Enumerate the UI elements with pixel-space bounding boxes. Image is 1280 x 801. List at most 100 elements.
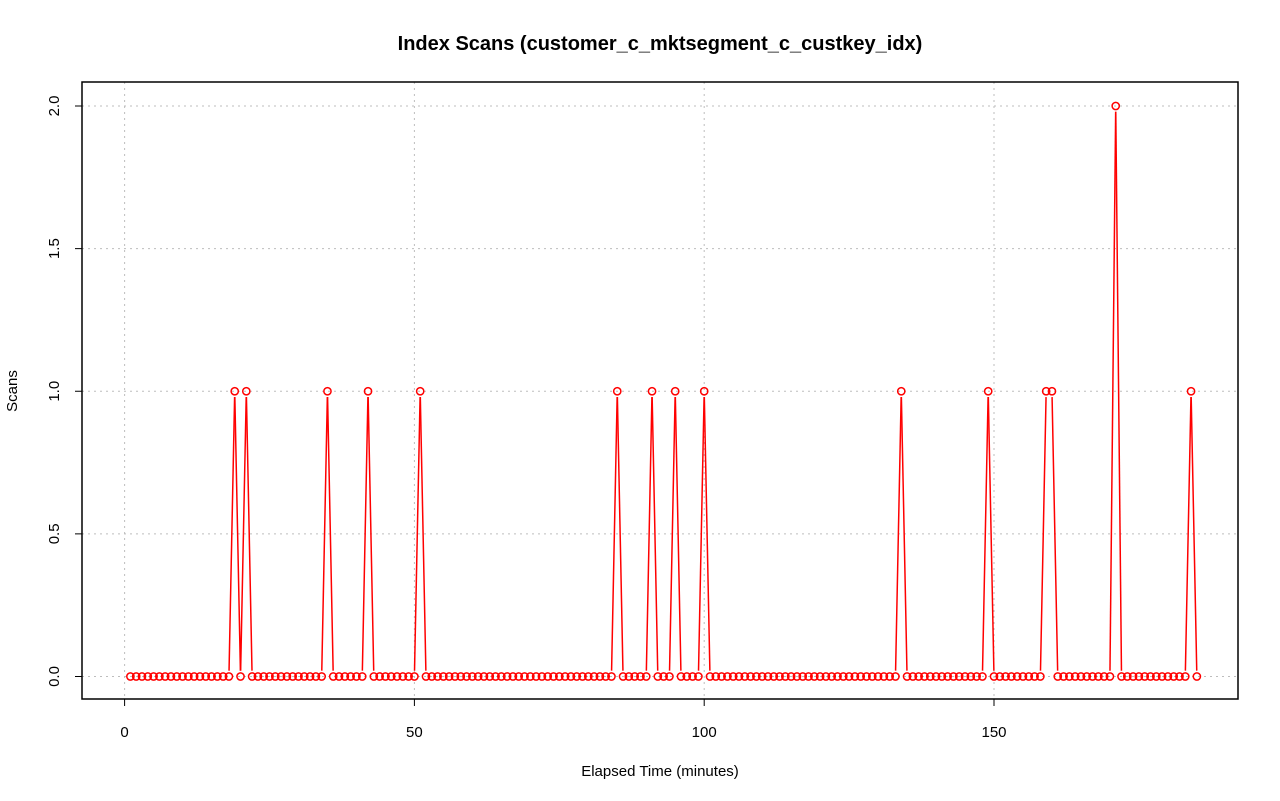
data-point xyxy=(931,672,941,681)
data-point xyxy=(450,672,460,681)
data-point xyxy=(531,672,541,681)
data-point xyxy=(972,672,981,681)
data-point xyxy=(983,386,993,396)
data-point xyxy=(589,672,599,681)
data-point xyxy=(757,672,767,681)
data-point xyxy=(786,672,796,681)
data-point xyxy=(954,672,964,681)
data-point xyxy=(717,672,726,681)
data-point xyxy=(1012,672,1022,681)
data-point xyxy=(612,386,622,396)
y-axis-label: Scans xyxy=(4,370,21,412)
data-point xyxy=(236,672,245,681)
data-point xyxy=(578,672,587,681)
data-point xyxy=(502,672,512,681)
x-axis-label: Elapsed Time (minutes) xyxy=(581,763,739,780)
data-point xyxy=(1076,672,1086,681)
data-point xyxy=(508,672,518,681)
data-point xyxy=(1111,101,1121,111)
data-point xyxy=(665,672,674,681)
data-point xyxy=(276,672,286,681)
data-point xyxy=(867,672,877,681)
data-point xyxy=(885,672,895,681)
data-point xyxy=(473,672,483,681)
data-point xyxy=(131,672,141,681)
data-point xyxy=(850,672,860,681)
data-point xyxy=(676,672,686,681)
data-point xyxy=(299,672,309,681)
data-point xyxy=(694,672,703,681)
data-point xyxy=(224,672,234,681)
data-point xyxy=(288,672,298,681)
data-point xyxy=(1059,672,1068,681)
series-line-segment xyxy=(674,397,682,671)
data-point xyxy=(763,672,773,681)
data-point xyxy=(925,672,935,681)
data-point xyxy=(1007,672,1016,681)
data-point xyxy=(178,672,187,681)
series-line-segment xyxy=(239,397,247,671)
data-point xyxy=(195,672,205,681)
data-point xyxy=(1070,672,1080,681)
data-point xyxy=(734,672,744,681)
data-point xyxy=(641,672,651,681)
data-point xyxy=(949,672,958,681)
data-point xyxy=(1117,672,1126,681)
data-point xyxy=(636,672,645,681)
data-point xyxy=(363,386,373,396)
data-point xyxy=(520,672,529,681)
data-point xyxy=(282,672,292,681)
series-line-segment xyxy=(894,397,902,671)
data-point xyxy=(723,672,732,681)
data-point xyxy=(995,672,1005,681)
series-line-segment xyxy=(361,397,369,671)
data-point xyxy=(549,672,558,681)
data-point xyxy=(705,672,715,681)
data-point xyxy=(525,672,535,681)
data-point xyxy=(369,672,379,681)
data-point xyxy=(184,672,193,681)
data-point xyxy=(491,672,500,681)
grid xyxy=(82,82,1238,699)
data-point xyxy=(647,386,657,396)
series-line-segment xyxy=(321,397,329,671)
data-point xyxy=(415,386,425,396)
data-point xyxy=(688,672,697,681)
data-point xyxy=(1053,672,1063,681)
data-point xyxy=(699,386,709,396)
data-point xyxy=(207,672,216,681)
data-point xyxy=(560,672,570,681)
data-point xyxy=(728,672,738,681)
data-point xyxy=(468,672,477,681)
data-point xyxy=(201,672,211,681)
data-point xyxy=(398,672,408,681)
data-point xyxy=(1140,672,1150,681)
data-point xyxy=(798,672,808,681)
data-point xyxy=(902,672,912,681)
data-point xyxy=(1163,672,1173,681)
data-point xyxy=(439,672,448,681)
data-point xyxy=(896,386,906,396)
x-tick-label: 150 xyxy=(981,724,1006,741)
data-point xyxy=(554,672,564,681)
data-point xyxy=(833,672,842,681)
series-line-segment xyxy=(228,397,236,671)
data-point xyxy=(943,672,952,681)
data-point xyxy=(1030,672,1039,681)
chart-title: Index Scans (customer_c_mktsegment_c_cus… xyxy=(398,33,923,55)
data-point xyxy=(381,672,390,681)
data-point xyxy=(137,672,147,681)
series-line-segment xyxy=(413,397,421,671)
series-line-segment xyxy=(651,397,659,671)
data-point xyxy=(566,672,576,681)
data-point xyxy=(966,672,976,681)
data-point xyxy=(218,672,228,681)
data-point xyxy=(752,672,761,681)
data-point xyxy=(1036,672,1045,681)
data-point xyxy=(241,386,251,396)
series-line-segment xyxy=(1115,111,1123,671)
data-point xyxy=(1157,672,1167,681)
data-point xyxy=(601,672,611,681)
data-point xyxy=(1088,672,1097,681)
series-line-segment xyxy=(1109,111,1117,671)
